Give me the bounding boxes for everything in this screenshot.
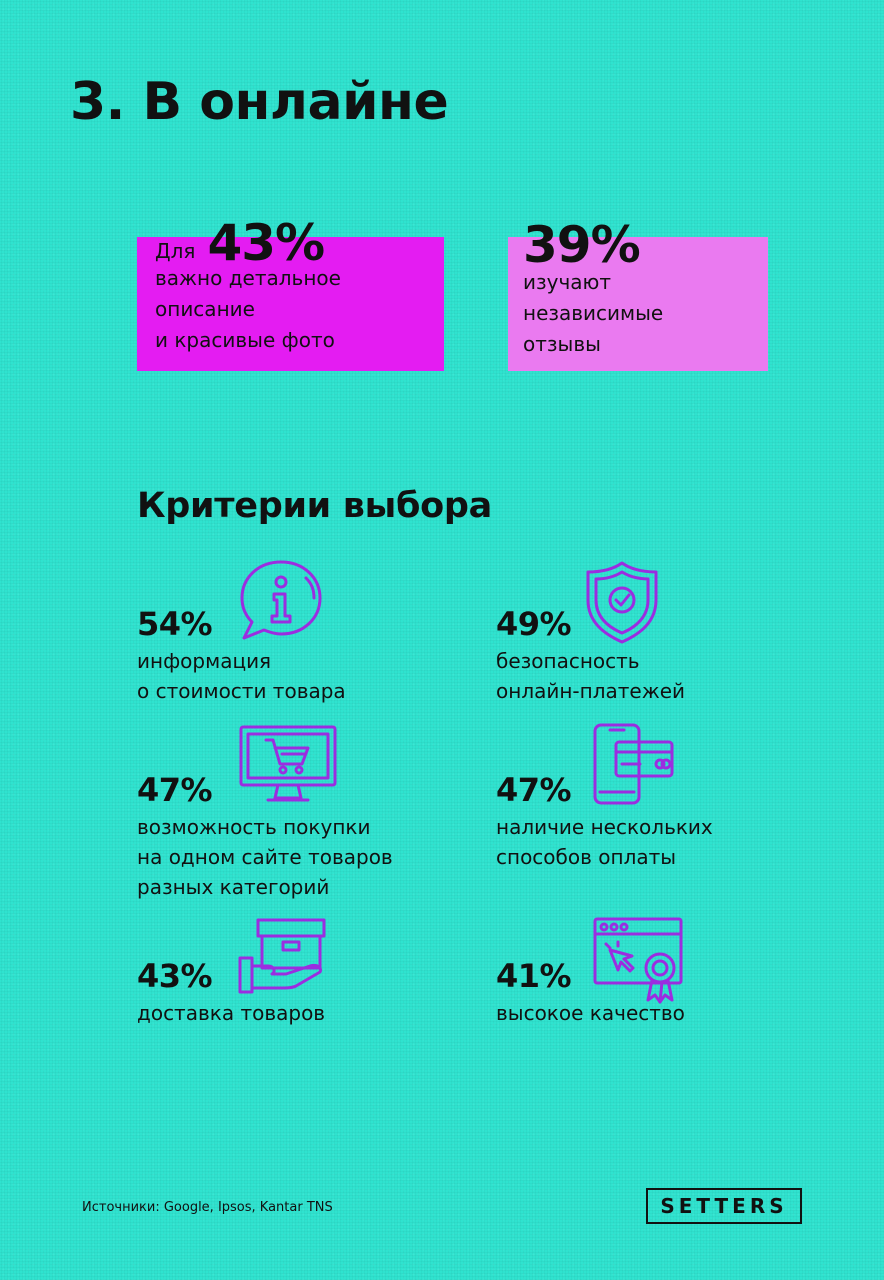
criterion-text-line: безопасность <box>496 649 640 673</box>
criterion-text-line: разных категорий <box>137 875 330 899</box>
stat-text-line: независимые <box>523 301 664 325</box>
criterion-text-line: доставка товаров <box>137 1001 326 1025</box>
stat-text-line: важно детальное <box>155 266 341 290</box>
stat-value: 43% <box>207 214 325 272</box>
shield-check-icon <box>584 560 660 644</box>
criterion-text-line: наличие нескольких <box>496 815 713 839</box>
logo-text: SETTERS <box>660 1194 788 1218</box>
criterion-text-line: способов оплаты <box>496 845 677 869</box>
setters-logo: SETTERS <box>646 1188 802 1224</box>
criterion-payment-methods: 47% наличие нескольких способов оплаты <box>496 772 713 872</box>
browser-badge-icon <box>592 916 684 1006</box>
criterion-text-line: онлайн-платежей <box>496 679 686 703</box>
criterion-text-line: возможность покупки <box>137 815 371 839</box>
criterion-text-line: высокое качество <box>496 1001 685 1025</box>
criterion-text-line: о стоимости товара <box>137 679 346 703</box>
criterion-value: 41% <box>496 957 572 995</box>
info-chat-icon <box>236 558 326 642</box>
criterion-value: 47% <box>496 771 572 809</box>
stat-box-detailed-description: Для 43% важно детальное описание и краси… <box>137 218 444 371</box>
criterion-one-site-categories: 47% возможность покупки на одном сайте т… <box>137 772 393 902</box>
criterion-text-line: на одном сайте товаров <box>137 845 393 869</box>
stat-text-line: и красивые фото <box>155 328 335 352</box>
section-title: Критерии выбора <box>137 486 492 526</box>
criterion-value: 54% <box>137 605 213 643</box>
monitor-cart-icon <box>238 724 338 804</box>
criterion-value: 49% <box>496 605 572 643</box>
page-title: 3. В онлайне <box>70 72 449 132</box>
criterion-price-info: 54% информация о стоимости товара <box>137 606 346 706</box>
criterion-quality: 41% высокое качество <box>496 958 685 1028</box>
phone-card-icon <box>592 722 676 806</box>
hand-box-icon <box>238 916 328 1000</box>
criterion-payment-security: 49% безопасность онлайн-платежей <box>496 606 685 706</box>
stat-box-reviews: 39% изучают независимые отзывы <box>508 220 768 371</box>
stat-value: 39% <box>523 216 641 274</box>
criterion-value: 47% <box>137 771 213 809</box>
criterion-delivery: 43% доставка товаров <box>137 958 325 1028</box>
stat-text-line: изучают <box>523 270 612 294</box>
stat-prefix: Для <box>155 239 196 263</box>
criterion-value: 43% <box>137 957 213 995</box>
stat-text-line: отзывы <box>523 332 601 356</box>
stat-text-line: описание <box>155 297 255 321</box>
criterion-text-line: информация <box>137 649 272 673</box>
sources-note: Источники: Google, Ipsos, Kantar TNS <box>82 1200 333 1215</box>
